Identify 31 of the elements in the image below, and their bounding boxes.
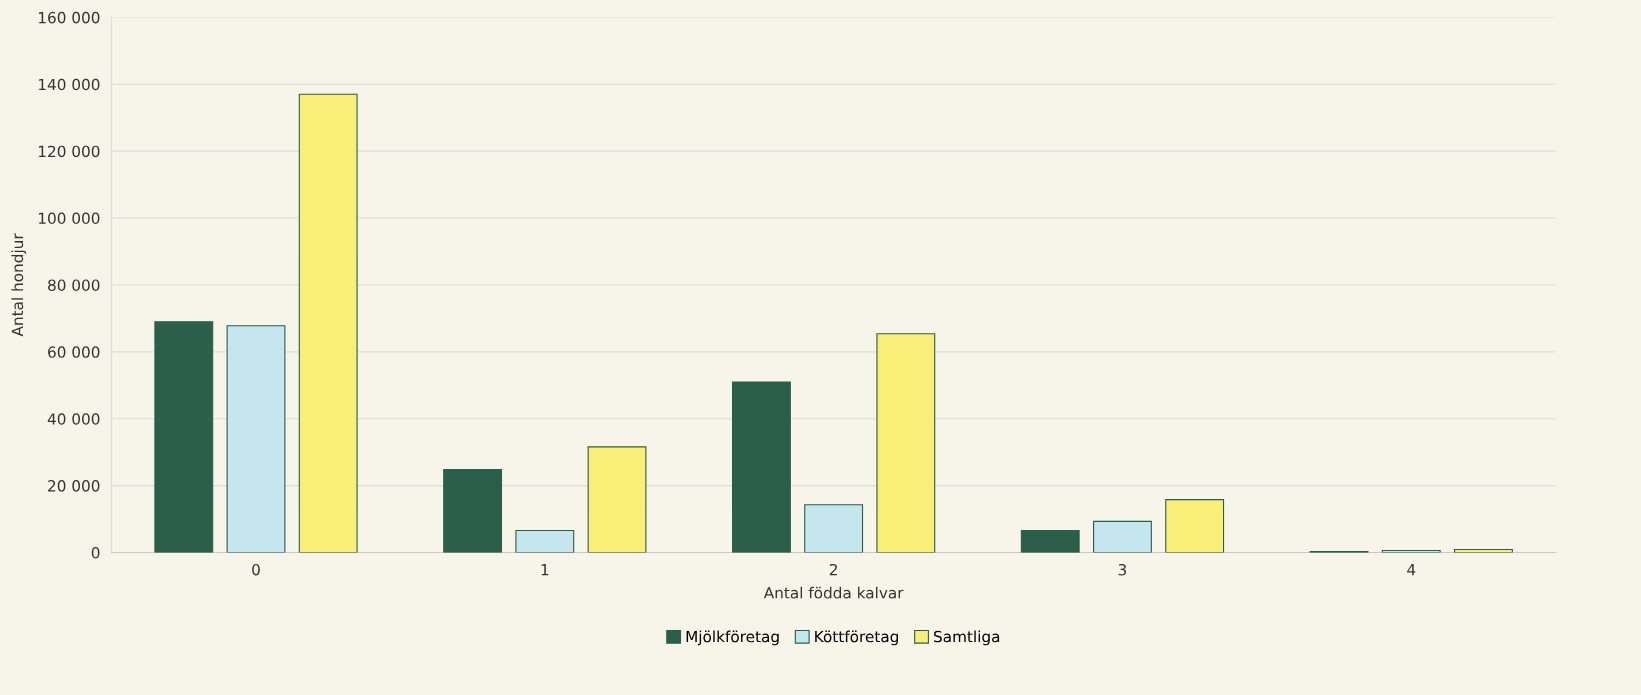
bar [515, 529, 575, 553]
bar [298, 93, 358, 553]
y-tick-label: 60 000 [48, 346, 100, 358]
x-tick-label: 1 [541, 564, 549, 576]
y-tick-label: 80 000 [48, 279, 100, 291]
bar [1093, 520, 1152, 553]
y-tick-label: 160 000 [38, 11, 100, 24]
x-tick-label: 4 [1407, 564, 1416, 576]
legend-label: Köttföretag [815, 630, 898, 646]
x-axis-title: Antal födda kalvar [763, 586, 904, 599]
bar [804, 504, 864, 553]
bar [876, 333, 936, 553]
legend-label: Samtliga [934, 630, 1000, 646]
y-tick-label: 120 000 [38, 145, 100, 158]
bar [443, 469, 503, 553]
bar [226, 325, 286, 553]
bar [154, 321, 214, 553]
bar [1020, 529, 1080, 553]
y-tick-label: 100 000 [38, 212, 100, 225]
legend-label: Mjölkföretag [686, 630, 779, 646]
bar [731, 381, 791, 553]
y-axis-title: Antal hondjur [11, 233, 27, 337]
bar [587, 446, 647, 553]
y-tick-label: 20 000 [48, 480, 100, 492]
x-tick-label: 0 [252, 563, 260, 576]
x-tick-label: 2 [829, 563, 837, 576]
x-tick-label: 3 [1118, 563, 1127, 576]
bar [1165, 499, 1225, 553]
y-tick-label: 0 [91, 546, 100, 559]
y-tick-label: 40 000 [47, 413, 100, 425]
y-tick-label: 140 000 [38, 78, 100, 91]
